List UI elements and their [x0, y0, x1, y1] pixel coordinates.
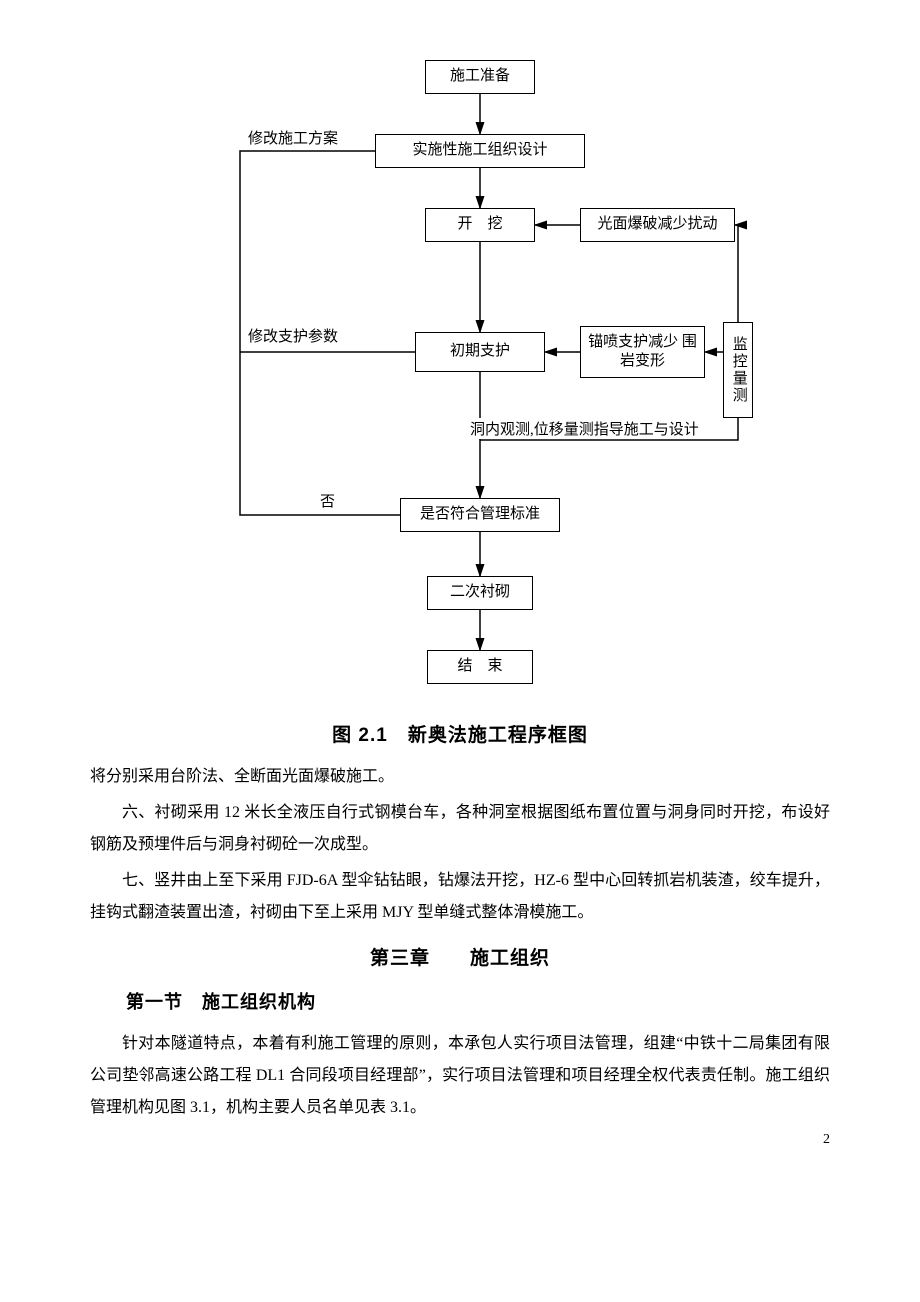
node-monitor: 监控量测	[723, 322, 753, 418]
paragraph-org: 针对本隧道特点，本着有利施工管理的原则，本承包人实行项目法管理，组建“中铁十二局…	[90, 1028, 830, 1124]
figure-caption: 图 2.1 新奥法施工程序框图	[90, 720, 830, 747]
paragraph-contd: 将分别采用台阶法、全断面光面爆破施工。	[90, 761, 830, 793]
label-no: 否	[320, 490, 335, 511]
label-observe: 洞内观测,位移量测指导施工与设计	[470, 418, 699, 439]
flowchart-diagram: 施工准备 实施性施工组织设计 开 挖 光面爆破减少扰动 初期支护 锚喷支护减少 …	[160, 60, 760, 700]
paragraph-7: 七、竖井由上至下采用 FJD-6A 型伞钻钻眼，钻爆法开挖，HZ-6 型中心回转…	[90, 865, 830, 929]
node-end: 结 束	[427, 650, 533, 684]
section-heading: 第一节 施工组织机构	[90, 988, 830, 1014]
node-anchor: 锚喷支护减少 围岩变形	[580, 326, 705, 378]
label-mod-plan: 修改施工方案	[248, 127, 338, 148]
node-support: 初期支护	[415, 332, 545, 372]
page-number: 2	[823, 1132, 830, 1148]
node-design: 实施性施工组织设计	[375, 134, 585, 168]
paragraph-6: 六、衬砌采用 12 米长全液压自行式钢模台车，各种洞室根据图纸布置位置与洞身同时…	[90, 797, 830, 861]
node-prep: 施工准备	[425, 60, 535, 94]
node-lining: 二次衬砌	[427, 576, 533, 610]
chapter-heading: 第三章 施工组织	[90, 943, 830, 970]
node-excavate: 开 挖	[425, 208, 535, 242]
node-standard: 是否符合管理标准	[400, 498, 560, 532]
node-blast: 光面爆破减少扰动	[580, 208, 735, 242]
label-mod-param: 修改支护参数	[248, 325, 338, 346]
